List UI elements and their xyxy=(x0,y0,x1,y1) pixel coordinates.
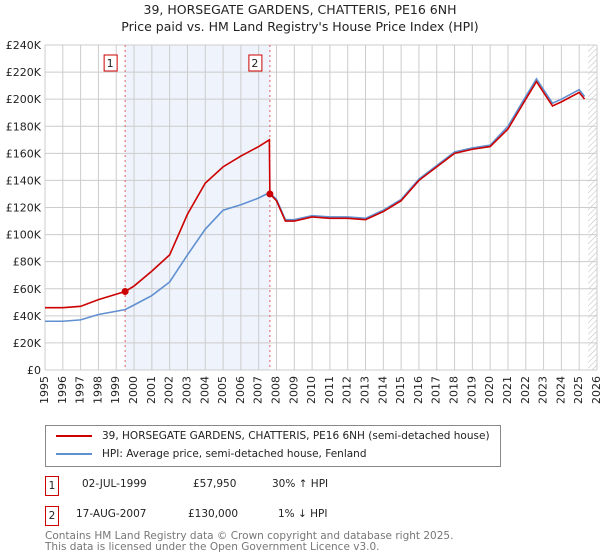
sale-point xyxy=(121,288,129,296)
x-tick-label: 2003 xyxy=(180,376,193,404)
price-chart: 1995 1996 1997 1998 1999 2000 2001 2002 2003 2004… xyxy=(6,39,600,404)
sale-marker-badge: 2 xyxy=(45,506,59,526)
y-tick-label: £200K xyxy=(6,93,42,106)
legend: 39, HORSEGATE GARDENS, CHATTERIS, PE16 6… xyxy=(45,425,501,467)
x-tick-label: 2010 xyxy=(305,376,318,404)
sale-point xyxy=(266,190,274,198)
x-tick-label: 1996 xyxy=(56,376,69,404)
x-tick-label: 2006 xyxy=(234,376,247,404)
y-tick-label: £120K xyxy=(6,202,42,215)
sale-label: 1 xyxy=(107,57,114,70)
sale-price: £57,950 xyxy=(193,478,237,490)
y-tick-label: £40K xyxy=(13,310,42,323)
x-tick-label: 2018 xyxy=(448,376,461,404)
sale-marker-badge: 1 xyxy=(45,476,59,496)
x-tick-label: 2005 xyxy=(216,376,229,404)
x-tick-label: 2001 xyxy=(145,376,158,404)
sale-label: 2 xyxy=(251,57,258,70)
legend-label: 39, HORSEGATE GARDENS, CHATTERIS, PE16 6… xyxy=(102,430,490,442)
x-tick-label: 2008 xyxy=(269,376,282,404)
x-tick-label: 1998 xyxy=(91,376,104,404)
y-tick-label: £80K xyxy=(13,256,42,269)
x-tick-label: 2019 xyxy=(465,376,478,404)
x-tick-label: 2014 xyxy=(376,376,389,404)
y-tick-label: £180K xyxy=(6,120,42,133)
x-tick-label: 2011 xyxy=(323,376,336,404)
sale-label-box xyxy=(103,54,118,72)
x-tick-label: 1997 xyxy=(74,376,87,404)
footer-copyright: Contains HM Land Registry data © Crown c… xyxy=(45,530,454,542)
y-tick-label: £100K xyxy=(6,229,42,242)
x-tick-label: 2013 xyxy=(359,376,372,404)
sale-label-box xyxy=(248,54,263,72)
y-tick-label: £240K xyxy=(6,39,42,52)
y-tick-label: £160K xyxy=(6,147,42,160)
x-tick-label: 2002 xyxy=(163,376,176,404)
y-tick-label: £20K xyxy=(13,337,42,350)
hpi-series-line xyxy=(45,77,586,323)
x-tick-label: 2024 xyxy=(554,376,567,404)
x-tick-label: 2020 xyxy=(483,376,496,404)
chart-subtitle: Price paid vs. HM Land Registry's House … xyxy=(121,19,479,34)
x-tick-label: 2007 xyxy=(252,376,265,404)
legend-item-hpi: HPI: Average price, semi-detached house,… xyxy=(56,448,366,460)
footer: Contains HM Land Registry data © Crown c… xyxy=(45,531,453,553)
legend-item-property: 39, HORSEGATE GARDENS, CHATTERIS, PE16 6… xyxy=(56,430,490,442)
x-tick-label: 2021 xyxy=(501,376,514,404)
legend-label: HPI: Average price, semi-detached house,… xyxy=(102,448,367,460)
x-tick-label: 2017 xyxy=(430,376,443,404)
sale-hpi: 1% ↓ HPI xyxy=(278,508,328,520)
x-tick-label: 2025 xyxy=(572,376,585,404)
sale-date: 17-AUG-2007 xyxy=(76,508,147,520)
chart-title: 39, HORSEGATE GARDENS, CHATTERIS, PE16 6… xyxy=(143,2,457,17)
y-tick-label: £140K xyxy=(6,174,42,187)
x-tick-label: 2000 xyxy=(127,376,140,404)
x-tick-label: 2022 xyxy=(519,376,532,404)
x-tick-label: 1999 xyxy=(109,376,122,404)
legend-red-line xyxy=(56,435,92,437)
x-tick-label: 2012 xyxy=(341,376,354,404)
sale-hpi: 30% ↑ HPI xyxy=(272,478,329,490)
property-series-line xyxy=(45,80,586,309)
legend-blue-line xyxy=(56,453,92,455)
x-tick-label: 2009 xyxy=(287,376,300,404)
y-tick-label: £220K xyxy=(6,66,42,79)
x-tick-label: 2015 xyxy=(394,376,407,404)
sale-date: 02-JUL-1999 xyxy=(82,478,147,490)
x-tick-label: 2026 xyxy=(590,376,600,404)
y-tick-label: £60K xyxy=(13,283,42,296)
x-tick-label: 2016 xyxy=(412,376,425,404)
y-tick-label: £0 xyxy=(27,364,41,377)
x-tick-label: 2023 xyxy=(537,376,550,404)
footer-licence: This data is licensed under the Open Gov… xyxy=(45,541,380,553)
x-tick-label: 1995 xyxy=(38,376,51,404)
x-tick-label: 2004 xyxy=(198,376,211,404)
sale-price: £130,000 xyxy=(188,508,239,520)
